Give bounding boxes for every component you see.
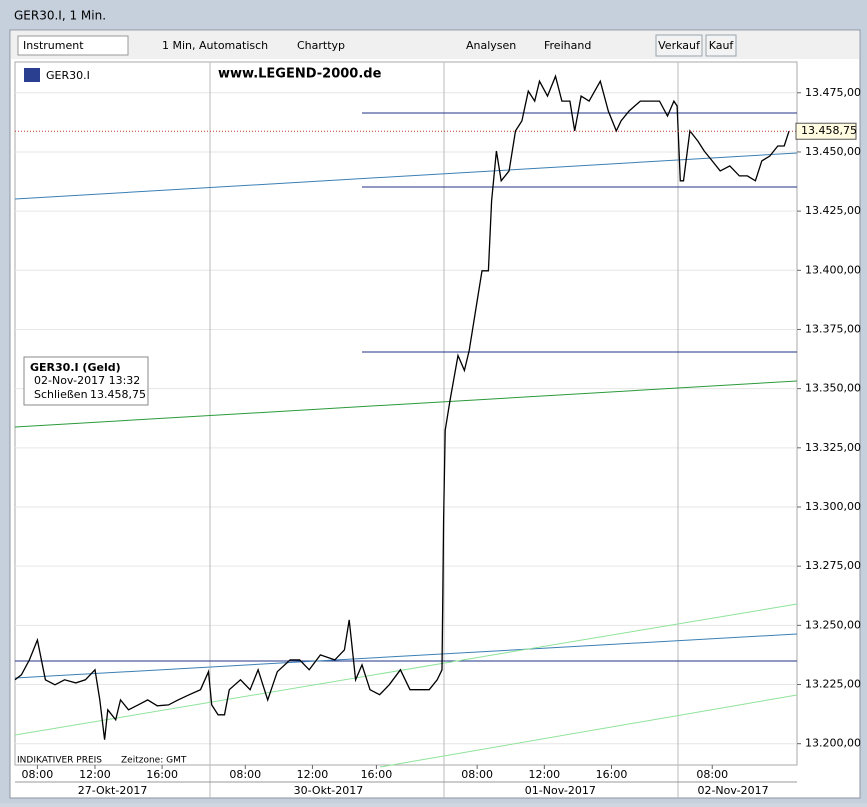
y-tick-label: 13.275,00 — [805, 559, 861, 572]
y-tick-label: 13.425,00 — [805, 204, 861, 217]
info-datetime: 02-Nov-2017 13:32 — [34, 374, 140, 387]
y-tick-label: 13.250,00 — [805, 618, 861, 631]
y-tick-label: 13.375,00 — [805, 322, 861, 335]
symbol-icon — [24, 68, 40, 82]
trend-line — [14, 380, 798, 428]
y-tick-label: 13.400,00 — [805, 263, 861, 276]
y-tick-label: 13.200,00 — [805, 737, 861, 750]
plot-area — [14, 61, 798, 766]
price-line — [14, 74, 790, 740]
date-label: 30-Okt-2017 — [294, 784, 364, 797]
info-box — [23, 356, 149, 406]
drawings — [14, 112, 798, 768]
x-tick-label: 16:00 — [146, 768, 178, 781]
watermark: www.LEGEND-2000.de — [218, 67, 382, 82]
sell-label[interactable]: Verkauf — [658, 39, 701, 52]
footer-timezone: Zeitzone: GMT — [121, 756, 187, 766]
date-label: 02-Nov-2017 — [697, 784, 768, 797]
trend-line — [14, 152, 798, 200]
x-tick-label: 08:00 — [22, 768, 54, 781]
analyses-button[interactable]: Analysen — [466, 39, 516, 52]
trend-line — [14, 633, 798, 679]
y-tick-label: 13.450,00 — [805, 145, 861, 158]
instrument-placeholder[interactable]: Instrument — [23, 39, 84, 52]
symbol-label[interactable]: GER30.I — [46, 69, 90, 82]
x-tick-label: 16:00 — [361, 768, 393, 781]
buy-button[interactable] — [705, 34, 737, 57]
x-tick-label: 12:00 — [528, 768, 560, 781]
last-price-label: 13.458,75 — [801, 124, 857, 137]
interval-dropdown[interactable]: 1 Min, Automatisch — [162, 39, 268, 52]
y-tick-label: 13.325,00 — [805, 441, 861, 454]
sell-button[interactable] — [655, 34, 703, 57]
date-label: 01-Nov-2017 — [525, 784, 596, 797]
info-close-value: 13.458,75 — [90, 388, 146, 401]
freehand-button[interactable]: Freihand — [544, 39, 591, 52]
x-tick-label: 08:00 — [461, 768, 493, 781]
x-tick-label: 16:00 — [596, 768, 628, 781]
trend-line — [379, 694, 798, 768]
info-close-label: Schließen — [34, 388, 88, 401]
price-plot — [14, 74, 790, 740]
x-tick-label: 08:00 — [229, 768, 261, 781]
y-tick-label: 13.225,00 — [805, 678, 861, 691]
footer-note: INDIKATIVER PREIS — [17, 756, 102, 766]
x-tick-label: 12:00 — [79, 768, 111, 781]
trend-line — [14, 603, 798, 736]
instrument-input[interactable] — [17, 35, 129, 56]
window-title: GER30.I, 1 Min. — [14, 9, 106, 23]
y-tick-label: 13.300,00 — [805, 500, 861, 513]
chart-type-button[interactable]: Charttyp — [297, 39, 345, 52]
buy-label[interactable]: Kauf — [709, 39, 735, 52]
last-price-tag — [795, 122, 857, 140]
x-tick-label: 08:00 — [696, 768, 728, 781]
y-tick-label: 13.475,00 — [805, 86, 861, 99]
y-tick-label: 13.350,00 — [805, 382, 861, 395]
info-title: GER30.I (Geld) — [30, 361, 121, 374]
x-tick-label: 12:00 — [297, 768, 329, 781]
date-label: 27-Okt-2017 — [78, 784, 148, 797]
